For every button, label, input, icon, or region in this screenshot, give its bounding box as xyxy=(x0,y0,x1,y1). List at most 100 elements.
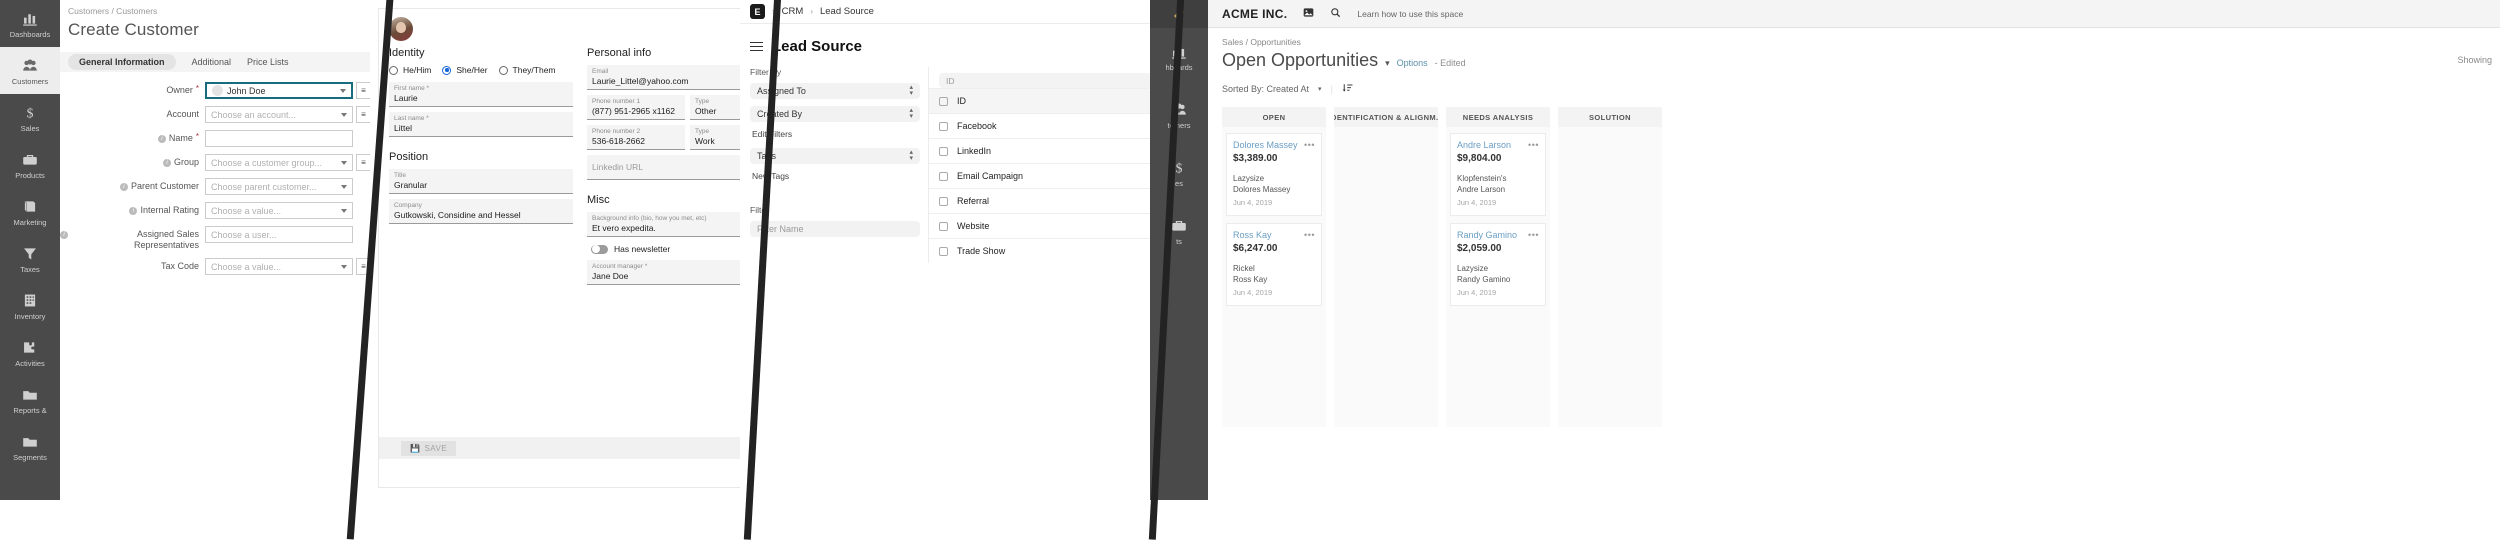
radio-she-her[interactable] xyxy=(442,65,452,75)
app-logo-icon[interactable]: E xyxy=(750,4,765,19)
list-item[interactable]: Trade Show xyxy=(929,238,1200,263)
filter-name-input[interactable]: Filter Name xyxy=(750,221,920,237)
list-item[interactable]: LinkedIn xyxy=(929,138,1200,163)
left-nav-rail[interactable]: Dashboards Customers $ Sales Products Marketi… xyxy=(0,0,60,500)
last-name-field[interactable]: Last name * Littel xyxy=(389,112,573,137)
chevron-down-icon[interactable] xyxy=(341,184,347,189)
chevron-down-icon[interactable] xyxy=(341,112,347,117)
chevron-down-icon[interactable]: ▾ xyxy=(1385,58,1390,68)
tab-general-information[interactable]: General Information xyxy=(68,54,176,70)
kanban-card[interactable]: Ross Kay ••• $6,247.00 Rickel Ross Kay Jun 4,… xyxy=(1226,223,1322,306)
info-icon[interactable]: i xyxy=(162,159,171,167)
tab-additional[interactable]: Additional xyxy=(191,57,232,67)
new-tags-link[interactable]: New Tags xyxy=(752,171,790,181)
options-link[interactable]: Options xyxy=(1396,58,1428,68)
list-item[interactable]: Email Campaign xyxy=(929,163,1200,188)
hamburger-menu-icon[interactable] xyxy=(750,41,763,52)
input-internal-rating[interactable]: Choose a value... xyxy=(205,202,353,219)
sidebar-item-es[interactable]: $ es xyxy=(1150,144,1208,202)
first-name-field[interactable]: First name * Laurie xyxy=(389,82,573,107)
kanban-column-body[interactable] xyxy=(1558,127,1662,427)
chevron-down-icon[interactable]: ▾ xyxy=(1318,86,1322,93)
info-icon[interactable]: i xyxy=(60,231,68,239)
company-field[interactable]: Company Gutkowski, Considine and Hessel xyxy=(389,199,573,224)
kanban-column-body[interactable]: Dolores Massey ••• $3,389.00 Lazysize Dolore… xyxy=(1222,127,1326,427)
tags-select[interactable]: Tags ▴▾ xyxy=(750,148,920,164)
sidebar-item-customers[interactable]: Customers xyxy=(0,47,60,94)
radio-they-them[interactable] xyxy=(498,65,508,75)
chevron-down-icon[interactable] xyxy=(340,88,346,93)
checkbox[interactable] xyxy=(939,171,948,181)
kanban-card-title[interactable]: Dolores Massey xyxy=(1233,140,1298,150)
more-options-icon[interactable]: ••• xyxy=(1304,230,1315,240)
checkbox[interactable] xyxy=(939,96,948,106)
input-account[interactable]: Choose an account... xyxy=(205,106,353,123)
search-icon[interactable] xyxy=(1330,5,1341,23)
kanban-column-body[interactable] xyxy=(1334,127,1438,427)
toggle-switch-icon[interactable] xyxy=(591,244,608,254)
input-parent-customer[interactable]: Choose parent customer... xyxy=(205,178,353,195)
sort-descending-icon[interactable] xyxy=(1342,82,1354,96)
sidebar-item-reports[interactable]: Reports & xyxy=(0,376,60,423)
checkbox[interactable] xyxy=(939,221,948,231)
breadcrumb-lead-source[interactable]: Lead Source xyxy=(819,6,874,17)
kanban-card-title[interactable]: Andre Larson xyxy=(1457,140,1512,150)
checkbox[interactable] xyxy=(939,196,948,206)
kanban-card[interactable]: Dolores Massey ••• $3,389.00 Lazysize Dolore… xyxy=(1226,133,1322,216)
info-icon[interactable]: i xyxy=(119,183,128,191)
checkbox[interactable] xyxy=(939,246,948,256)
sidebar-item-marketing[interactable]: Marketing xyxy=(0,188,60,235)
list-item[interactable]: Referral xyxy=(929,188,1200,213)
list-item[interactable]: Website xyxy=(929,213,1200,238)
radio-he-him[interactable] xyxy=(389,65,398,75)
chevron-down-icon[interactable] xyxy=(341,264,347,269)
list-icon[interactable]: ≡ xyxy=(356,106,371,123)
sidebar-item-inventory[interactable]: Inventory xyxy=(0,282,60,329)
kanban-column-body[interactable]: Andre Larson ••• $9,804.00 Klopfenstein's An… xyxy=(1446,127,1550,427)
checkbox[interactable] xyxy=(939,146,948,156)
search-input[interactable]: ID xyxy=(939,73,1190,88)
input-name[interactable] xyxy=(205,130,353,147)
list-icon[interactable]: ≡ xyxy=(356,154,371,171)
more-options-icon[interactable]: ••• xyxy=(1528,230,1539,240)
phone2-field[interactable]: Phone number 2 536-618-2662 xyxy=(587,125,686,150)
more-options-icon[interactable]: ••• xyxy=(1304,140,1315,150)
sidebar-item-taxes[interactable]: Taxes xyxy=(0,235,60,282)
image-icon[interactable] xyxy=(1303,5,1314,23)
tab-price-lists[interactable]: Price Lists xyxy=(247,57,289,67)
sidebar-item-sales[interactable]: $ Sales xyxy=(0,94,60,141)
sidebar-item-ts[interactable]: ts xyxy=(1150,202,1208,260)
newsletter-toggle-row[interactable]: Has newsletter xyxy=(591,244,771,254)
sidebar-item-dashboards[interactable]: Dashboards xyxy=(0,0,60,47)
title-field[interactable]: Title Granular xyxy=(389,169,573,194)
tab-bar[interactable]: General Information Additional Price Lists xyxy=(60,52,400,72)
learn-link[interactable]: Learn how to use this space xyxy=(1357,8,1464,19)
input-group[interactable]: Choose a customer group... xyxy=(205,154,353,171)
kanban-card-title[interactable]: Ross Kay xyxy=(1233,230,1272,240)
input-tax-code[interactable]: Choose a value... xyxy=(205,258,353,275)
kanban-card-title[interactable]: Randy Gamino xyxy=(1457,230,1518,240)
edit-filters-link[interactable]: Edit Filters xyxy=(752,129,793,139)
sidebar-item-activities[interactable]: Activities xyxy=(0,329,60,376)
kanban-card[interactable]: Randy Gamino ••• $2,059.00 Lazysize Randy Ga… xyxy=(1450,223,1546,306)
pronoun-radio-group[interactable]: He/Him She/Her They/Them xyxy=(389,65,573,75)
chevron-down-icon[interactable] xyxy=(341,208,347,213)
phone1-field[interactable]: Phone number 1 (877) 951-2965 x1162 xyxy=(587,95,686,120)
info-icon[interactable]: i xyxy=(129,207,138,215)
input-owner[interactable]: John Doe xyxy=(205,82,353,99)
save-button[interactable]: 💾 SAVE xyxy=(401,440,457,456)
list-icon[interactable]: ≡ xyxy=(356,82,371,99)
breadcrumb-crm[interactable]: CRM xyxy=(781,6,804,17)
more-options-icon[interactable]: ••• xyxy=(1528,140,1539,150)
list-item[interactable]: Facebook xyxy=(929,113,1200,138)
kanban-card[interactable]: Andre Larson ••• $9,804.00 Klopfenstein's An… xyxy=(1450,133,1546,216)
sidebar-item-products[interactable]: Products xyxy=(0,141,60,188)
input-assigned-sales-representatives[interactable]: Choose a user... xyxy=(205,226,353,243)
chevron-down-icon[interactable] xyxy=(341,160,347,165)
created-by-select[interactable]: Created By ▴ ▾ xyxy=(750,106,920,122)
checkbox[interactable] xyxy=(939,121,948,131)
sidebar-item-segments[interactable]: Segments xyxy=(0,423,60,470)
sorted-by-label[interactable]: Sorted By: Created At xyxy=(1222,84,1310,94)
assigned-to-select[interactable]: Assigned To ▴ ▾ xyxy=(750,83,920,99)
info-icon[interactable]: i xyxy=(157,135,166,143)
